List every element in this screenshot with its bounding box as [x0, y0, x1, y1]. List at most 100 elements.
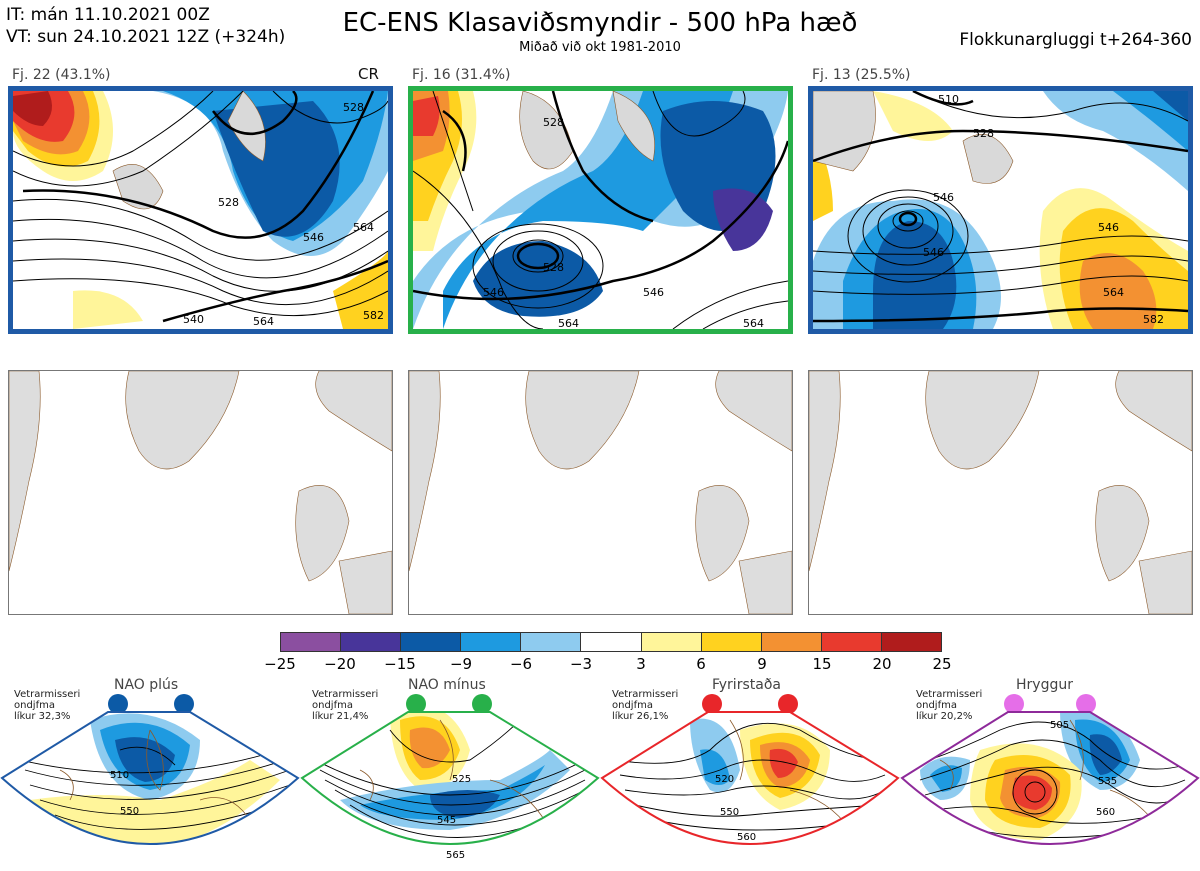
- colorbar-swatch: [581, 633, 642, 651]
- panel-2-label: 564: [558, 317, 579, 329]
- colorbar-tick: 3: [636, 655, 646, 673]
- regime-2-note-months: ondjfma: [312, 700, 353, 711]
- panel-3-label: 528: [973, 127, 994, 140]
- colorbar-swatch: [881, 633, 942, 651]
- colorbar-tick: 25: [932, 655, 952, 673]
- colorbar-tick: −15: [384, 655, 416, 673]
- regime-1-note: Vetrarmisseri ondjfma líkur 32,3%: [14, 689, 80, 722]
- cluster-map-1[interactable]: 528 546 564 540 564 582 528: [8, 86, 393, 334]
- regime-1-dot: [174, 694, 194, 714]
- empty-map-3[interactable]: [808, 370, 1193, 615]
- panel-3-label: 582: [1143, 313, 1164, 326]
- cluster-map-3-graphic: 510 528 546 546 564 582 546: [813, 91, 1188, 329]
- regime-2-note-probability: líkur 21,4%: [312, 711, 369, 722]
- panel-3-label: 546: [1098, 221, 1119, 234]
- initial-time: IT: mán 11.10.2021 00Z: [6, 5, 210, 25]
- colorbar-swatch: [341, 633, 402, 651]
- panel-1-label: 546: [303, 231, 324, 244]
- regime-4-label: 505: [1050, 720, 1069, 731]
- regime-1-note-probability: líkur 32,3%: [14, 711, 71, 722]
- empty-map-3-graphic: [809, 371, 1192, 614]
- empty-map-1-graphic: [9, 371, 392, 614]
- colorbar-tick: −6: [509, 655, 533, 673]
- regime-2-title: NAO mínus: [408, 677, 486, 693]
- panel-3-label: 510: [938, 93, 959, 106]
- regime-4-note-months: ondjfma: [916, 700, 957, 711]
- colorbar-swatch: [821, 633, 882, 651]
- colorbar-swatch: [641, 633, 702, 651]
- panel-2-label: 528: [543, 116, 564, 129]
- regime-3-note-season: Vetrarmisseri: [612, 689, 679, 700]
- regime-4-note: Vetrarmisseri ondjfma líkur 20,2%: [916, 689, 982, 722]
- colorbar-tick: 6: [696, 655, 706, 673]
- panel-1-label: 540: [183, 313, 204, 326]
- regime-4-dot: [1076, 694, 1096, 714]
- colorbar-swatch: [521, 633, 582, 651]
- regime-4-note-probability: líkur 20,2%: [916, 711, 973, 722]
- classification-window: Flokkunargluggi t+264-360: [959, 30, 1192, 50]
- regime-3-title: Fyrirstaða: [712, 677, 781, 693]
- panel-3-label: 546: [923, 246, 944, 259]
- cluster-map-2[interactable]: 528 546 546 564 564 528: [408, 86, 793, 334]
- regime-3-dot: [778, 694, 798, 714]
- regime-2-note-season: Vetrarmisseri: [312, 689, 379, 700]
- header-info: IT: mán 11.10.2021 00Z VT: sun 24.10.202…: [6, 4, 285, 48]
- colorbar-tick: −20: [324, 655, 356, 673]
- empty-map-1[interactable]: [8, 370, 393, 615]
- empty-map-2-graphic: [409, 371, 792, 614]
- regime-1-title: NAO plús: [114, 677, 179, 693]
- panel-3-label: 546: [933, 191, 954, 204]
- cluster-map-1-graphic: 528 546 564 540 564 582 528: [13, 91, 388, 329]
- panel-1-label: 564: [253, 315, 274, 328]
- panel-1-label: 528: [343, 101, 364, 114]
- cluster-map-2-graphic: 528 546 546 564 564 528: [413, 91, 788, 329]
- regime-3-label: 560: [737, 832, 756, 843]
- regime-2-dot: [406, 694, 426, 714]
- regime-4-label: 560: [1096, 807, 1115, 818]
- regime-2-label: 545: [437, 815, 456, 826]
- regime-2-label: 565: [446, 850, 465, 861]
- colorbar-tick: 20: [872, 655, 892, 673]
- panel-1-label: 528: [218, 196, 239, 209]
- panel-2-title: Fj. 16 (31.4%): [412, 67, 511, 83]
- regime-1-label: 550: [120, 806, 139, 817]
- regime-3-label: 520: [715, 774, 734, 785]
- empty-map-2[interactable]: [408, 370, 793, 615]
- colorbar-tick: −3: [569, 655, 593, 673]
- valid-time: VT: sun 24.10.2021 12Z (+324h): [6, 27, 286, 47]
- panel-2-label: 546: [483, 286, 504, 299]
- colorbar-tick: −25: [264, 655, 296, 673]
- regime-2-dot: [472, 694, 492, 714]
- regime-3-note: Vetrarmisseri ondjfma líkur 26,1%: [612, 689, 678, 722]
- page-title: EC-ENS Klasaviðsmyndir - 500 hPa hæð: [342, 8, 858, 38]
- colorbar-tick: −9: [449, 655, 473, 673]
- colorbar-tick: 9: [757, 655, 767, 673]
- regime-1-map: 510 550: [0, 711, 300, 845]
- panel-3-title: Fj. 13 (25.5%): [812, 67, 911, 83]
- regime-2-map: 525 545 565: [300, 711, 600, 861]
- cluster-map-3[interactable]: 510 528 546 546 564 582 546: [808, 86, 1193, 334]
- regime-3-label: 550: [720, 807, 739, 818]
- page-subtitle: Miðað við okt 1981-2010: [519, 40, 681, 55]
- colorbar: [280, 632, 942, 652]
- regime-1-note-months: ondjfma: [14, 700, 55, 711]
- regime-3-note-probability: líkur 26,1%: [612, 711, 669, 722]
- regime-1-dot: [108, 694, 128, 714]
- colorbar-swatch: [281, 633, 342, 651]
- panel-1-label: 582: [363, 309, 384, 322]
- regime-3-note-months: ondjfma: [612, 700, 653, 711]
- regime-3-map: 520 550 560: [600, 711, 900, 845]
- colorbar-tick: 15: [812, 655, 832, 673]
- regime-4-title: Hryggur: [1016, 677, 1073, 693]
- panel-1-tag: CR: [358, 65, 379, 83]
- regime-4-map: 505 535 560: [900, 711, 1200, 845]
- panel-2-label: 546: [643, 286, 664, 299]
- regime-1-note-season: Vetrarmisseri: [14, 689, 81, 700]
- regime-3-dot: [702, 694, 722, 714]
- panel-2-label: 564: [743, 317, 764, 329]
- regime-4-label: 535: [1098, 776, 1117, 787]
- panel-1-title: Fj. 22 (43.1%): [12, 67, 111, 83]
- colorbar-swatch: [701, 633, 762, 651]
- panel-2-label: 528: [543, 261, 564, 274]
- panel-1-label: 564: [353, 221, 374, 234]
